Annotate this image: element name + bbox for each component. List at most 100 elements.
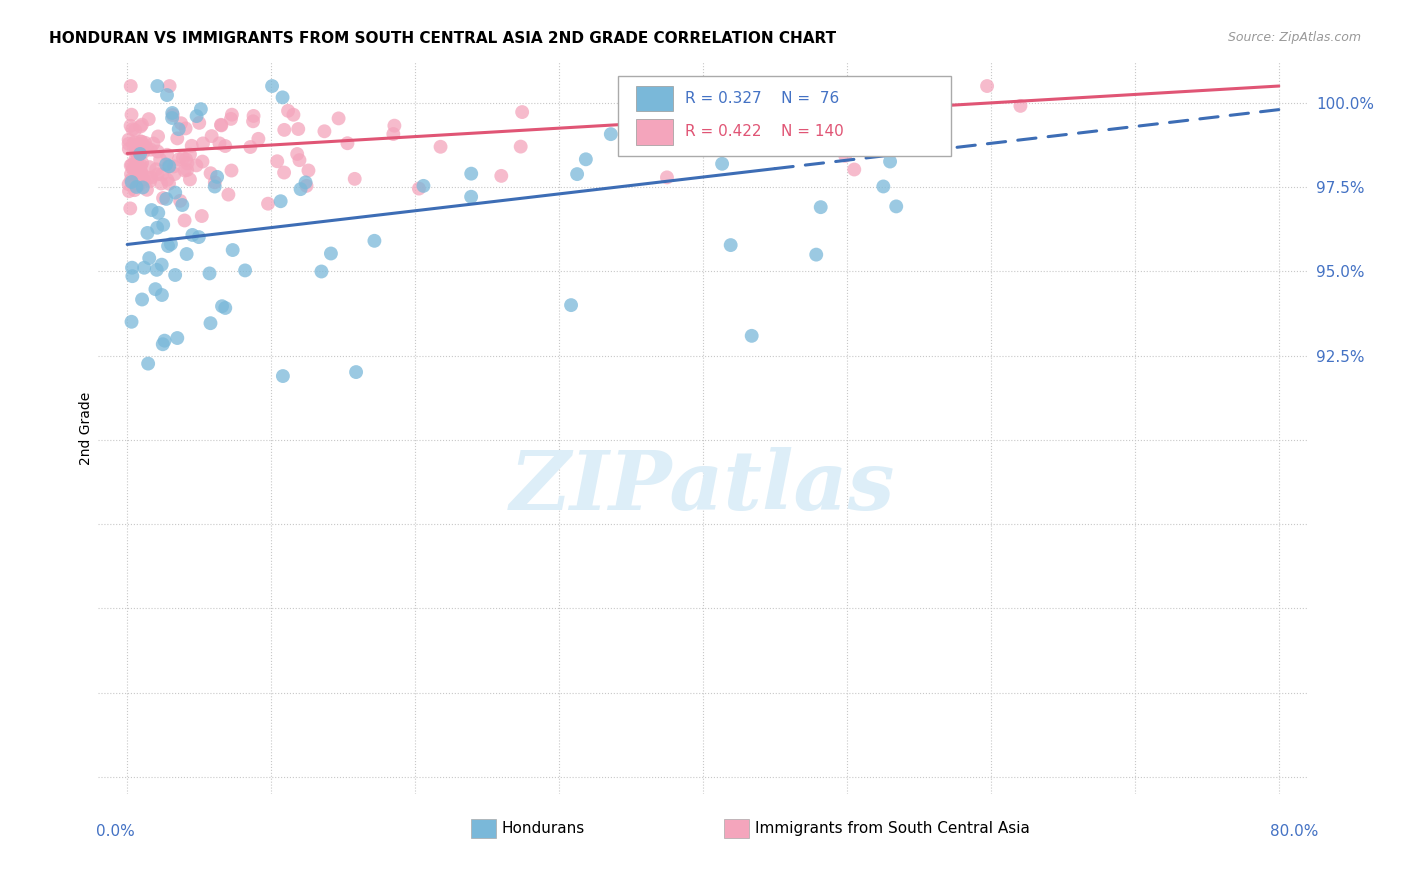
Point xyxy=(141,202,163,217)
Point xyxy=(200,166,222,180)
Point xyxy=(363,234,385,248)
Point xyxy=(136,226,159,240)
Point xyxy=(118,133,141,147)
Point xyxy=(118,142,141,156)
Point xyxy=(162,108,184,122)
Point xyxy=(879,154,901,169)
Point xyxy=(124,123,146,137)
Point xyxy=(121,158,143,172)
Point xyxy=(208,136,231,151)
Point xyxy=(129,120,152,134)
Point xyxy=(134,136,156,150)
Point xyxy=(146,145,169,159)
Point xyxy=(124,136,146,150)
Point xyxy=(159,78,181,93)
Point xyxy=(221,243,243,257)
Point xyxy=(121,108,143,122)
Point xyxy=(138,112,160,127)
Point xyxy=(155,157,177,171)
Point xyxy=(167,153,190,167)
Point xyxy=(884,199,907,213)
Point xyxy=(295,178,318,193)
Point xyxy=(766,108,789,122)
Point xyxy=(176,247,198,261)
Point xyxy=(172,151,194,165)
Point xyxy=(157,177,180,191)
Point xyxy=(233,263,256,277)
Point xyxy=(128,144,150,158)
Point xyxy=(122,161,145,176)
Point xyxy=(314,124,336,138)
Point xyxy=(247,132,270,146)
Point xyxy=(844,162,866,177)
Text: ZIPatlas: ZIPatlas xyxy=(510,447,896,526)
Point xyxy=(599,127,621,141)
Point xyxy=(124,153,146,168)
Point xyxy=(131,118,153,132)
Point xyxy=(139,174,162,188)
Point xyxy=(297,163,319,178)
Text: Immigrants from South Central Asia: Immigrants from South Central Asia xyxy=(755,822,1031,836)
Point xyxy=(157,239,180,253)
Point xyxy=(157,159,180,173)
Point xyxy=(150,288,173,302)
Point xyxy=(157,160,180,174)
Point xyxy=(173,213,195,227)
Point xyxy=(134,260,156,275)
Point xyxy=(242,109,264,123)
Point xyxy=(801,103,824,117)
Point xyxy=(131,165,153,179)
Point xyxy=(163,160,186,174)
Point xyxy=(271,90,294,104)
Point xyxy=(129,165,152,179)
Point xyxy=(872,179,894,194)
Point xyxy=(209,118,232,132)
Point xyxy=(145,263,167,277)
Point xyxy=(277,103,299,118)
Point xyxy=(125,153,148,168)
Point xyxy=(565,167,588,181)
Point xyxy=(118,136,141,151)
Point xyxy=(121,122,143,136)
Point xyxy=(328,112,350,126)
Point xyxy=(311,264,333,278)
FancyBboxPatch shape xyxy=(637,86,673,112)
Point xyxy=(129,158,152,172)
Point xyxy=(273,165,295,179)
Point xyxy=(176,156,198,170)
Point xyxy=(165,268,187,282)
Point xyxy=(120,159,142,173)
Point xyxy=(124,183,146,197)
Point xyxy=(1010,99,1032,113)
Point xyxy=(122,162,145,177)
Point xyxy=(148,206,170,220)
Point xyxy=(575,153,598,167)
Point xyxy=(128,136,150,151)
Point xyxy=(132,137,155,152)
Point xyxy=(120,167,142,181)
Point xyxy=(491,169,513,183)
Point xyxy=(165,186,187,200)
Point xyxy=(120,172,142,186)
Point xyxy=(288,153,311,168)
Text: 0.0%: 0.0% xyxy=(96,824,135,839)
Point xyxy=(120,202,142,216)
Point xyxy=(121,315,143,329)
Point xyxy=(121,175,143,189)
Point xyxy=(120,119,142,133)
Point xyxy=(136,183,159,197)
Point xyxy=(186,109,208,123)
Point xyxy=(127,169,149,183)
Point xyxy=(242,114,264,128)
Point xyxy=(138,160,160,174)
Point xyxy=(214,139,236,153)
Point xyxy=(129,161,152,175)
Point xyxy=(191,136,214,151)
Point xyxy=(976,78,998,93)
Point xyxy=(239,140,262,154)
Point xyxy=(132,180,155,194)
Y-axis label: 2nd Grade: 2nd Grade xyxy=(79,392,93,465)
Point xyxy=(153,334,176,348)
Point xyxy=(150,168,173,182)
Point xyxy=(138,251,160,265)
